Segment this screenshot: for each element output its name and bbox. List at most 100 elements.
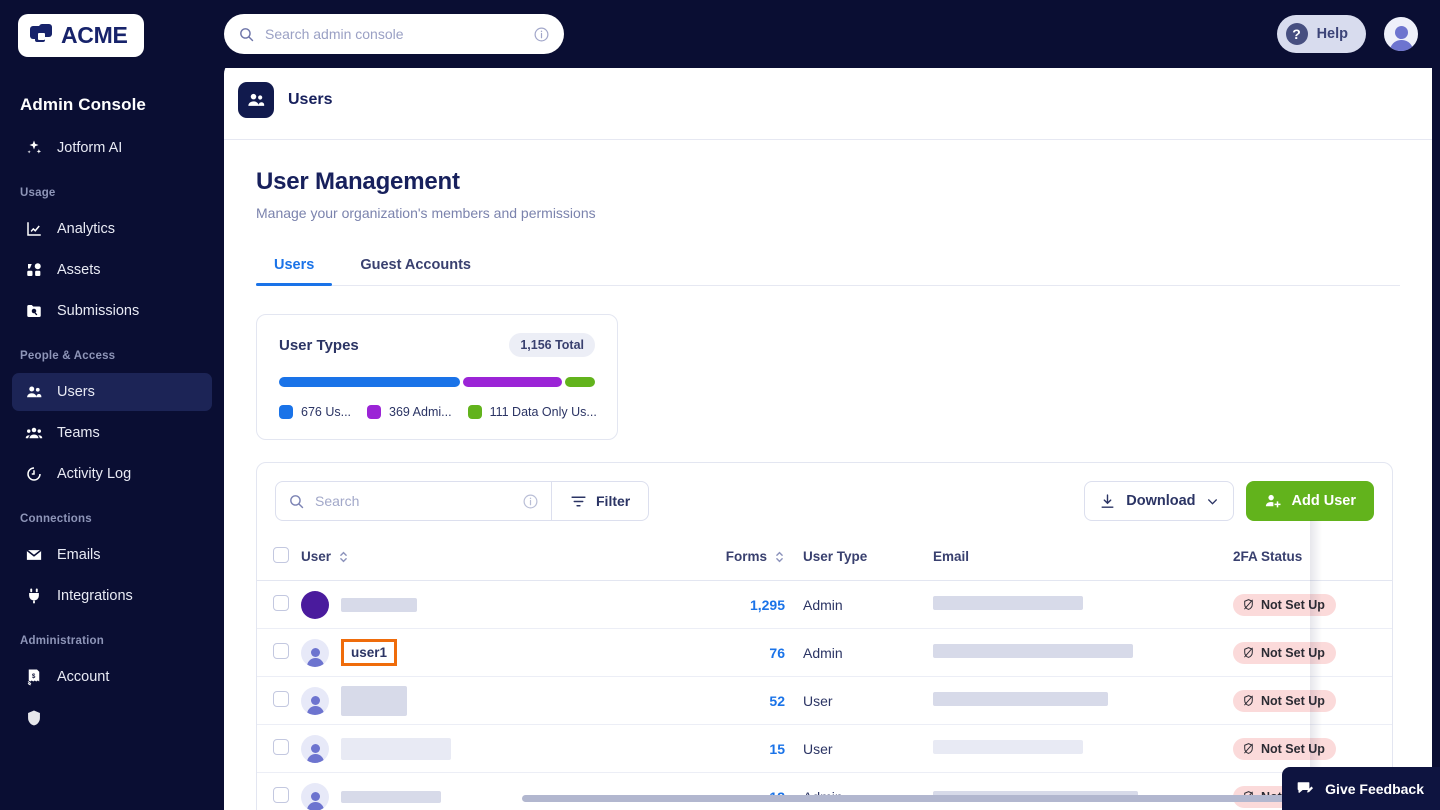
page-header-label: Users: [288, 90, 333, 108]
tab-users[interactable]: Users: [256, 247, 333, 286]
give-feedback-button[interactable]: Give Feedback: [1282, 767, 1440, 810]
grid-blocks-icon: [24, 261, 43, 280]
content: User Management Manage your organization…: [224, 140, 1432, 810]
table-search-input[interactable]: [315, 493, 512, 509]
avatar[interactable]: [1382, 15, 1420, 53]
acme-squares-logo-icon: [30, 23, 54, 48]
forms-count[interactable]: 76: [713, 628, 785, 677]
status-badge: Not Set Up: [1233, 689, 1336, 712]
sidebar-item-submissions[interactable]: Submissions: [12, 292, 212, 330]
brand-name: ACME: [61, 22, 128, 48]
table-row[interactable]: 1,295 Admin Not: [257, 580, 1392, 629]
redacted-email: [933, 644, 1133, 658]
sidebar-item-security-partial[interactable]: [12, 699, 212, 737]
add-user-button[interactable]: Add User: [1245, 481, 1374, 521]
user-type: Admin: [803, 628, 933, 677]
avatar: [301, 638, 329, 667]
user-types-card: User Types 1,156 Total 676 Us... 369 A: [256, 314, 618, 440]
tab-guest-accounts[interactable]: Guest Accounts: [360, 257, 471, 273]
sidebar-item-users[interactable]: Users: [12, 373, 212, 411]
table-row[interactable]: 15 User Not Set: [257, 724, 1392, 773]
svg-text:$: $: [31, 674, 35, 680]
give-feedback-label: Give Feedback: [1325, 780, 1424, 797]
page-subtitle: Manage your organization's members and p…: [256, 205, 596, 221]
sort-icon[interactable]: [338, 550, 349, 564]
sidebar-item-activity-log[interactable]: Activity Log: [12, 455, 212, 493]
global-search[interactable]: [224, 14, 564, 54]
table-toolbar-actions: Download Add User: [1084, 481, 1374, 521]
sidebar-item-label: Account: [57, 669, 110, 685]
row-checkbox[interactable]: [273, 595, 289, 611]
shield-off-icon: [1242, 742, 1255, 755]
sidebar-item-account[interactable]: $ Account: [12, 658, 212, 696]
sidebar-item-integrations[interactable]: Integrations: [12, 577, 212, 615]
sidebar-item-label: Analytics: [57, 221, 116, 237]
row-checkbox[interactable]: [273, 787, 289, 803]
sidebar-item-label: Users: [57, 384, 95, 400]
table-search[interactable]: [276, 482, 551, 520]
search-input[interactable]: [265, 26, 523, 42]
row-select-cell: [257, 628, 301, 677]
sidebar-item-analytics[interactable]: Analytics: [12, 210, 212, 248]
twofa-cell: Not Set Up: [1233, 724, 1392, 773]
info-icon[interactable]: [533, 26, 550, 43]
info-icon[interactable]: [522, 493, 539, 510]
sidebar-item-emails[interactable]: Emails: [12, 536, 212, 574]
legend-item-users: 676 Us...: [279, 405, 351, 419]
email-cell: [933, 676, 1233, 725]
filter-button[interactable]: Filter: [551, 482, 648, 520]
legend-label: 369 Admi...: [389, 405, 452, 419]
sidebar-item-assets[interactable]: Assets: [12, 251, 212, 289]
help-button[interactable]: ? Help: [1276, 15, 1366, 53]
column-user[interactable]: User: [301, 539, 713, 581]
table-row[interactable]: 13 Admin Not Se: [257, 772, 1392, 810]
users-icon: [238, 81, 274, 118]
horizontal-scrollbar[interactable]: [522, 795, 1432, 802]
row-checkbox[interactable]: [273, 691, 289, 707]
user-cell: [301, 724, 713, 773]
sidebar-item-teams[interactable]: Teams: [12, 414, 212, 452]
table-toolbar: Filter Download: [257, 463, 1392, 539]
sort-icon[interactable]: [774, 550, 785, 564]
sidebar-group-usage: Usage: [20, 187, 56, 199]
highlighted-username[interactable]: user1: [341, 639, 398, 666]
forms-count[interactable]: 13: [713, 772, 785, 810]
search-icon: [238, 26, 255, 43]
filter-label: Filter: [596, 493, 631, 509]
envelope-icon: [24, 546, 43, 565]
sidebar-item-jotform-ai[interactable]: Jotform AI: [12, 129, 212, 167]
table-row[interactable]: user1 76 Admin: [257, 628, 1392, 677]
status-label: Not Set Up: [1261, 597, 1325, 612]
user-cell: user1: [301, 628, 713, 677]
acme-logo[interactable]: ACME: [18, 14, 144, 57]
row-checkbox[interactable]: [273, 643, 289, 659]
column-label: Forms: [725, 549, 767, 564]
select-all-checkbox[interactable]: [273, 547, 289, 563]
sidebar-item-label: Jotform AI: [57, 140, 123, 156]
row-select-cell: [257, 580, 301, 629]
legend-swatch-admins: [367, 405, 382, 419]
column-forms[interactable]: Forms: [713, 539, 785, 581]
folder-search-icon: [24, 302, 43, 321]
row-checkbox[interactable]: [273, 739, 289, 755]
forms-count[interactable]: 1,295: [713, 580, 785, 629]
add-user-label: Add User: [1291, 493, 1356, 509]
redacted-email: [933, 740, 1083, 754]
forms-count[interactable]: 15: [713, 724, 785, 773]
redacted-email: [933, 596, 1083, 610]
topbar-actions: ? Help: [1276, 15, 1440, 53]
user-types-stacked-bar: [279, 377, 595, 387]
bar-segment-data-only: [565, 377, 595, 387]
column-user-type: User Type: [803, 539, 933, 581]
shield-off-icon: [1242, 694, 1255, 707]
chevron-down-icon: [1206, 495, 1219, 508]
forms-count[interactable]: 52: [713, 676, 785, 725]
table-row[interactable]: 52 User Not Set: [257, 676, 1392, 725]
twofa-cell: Not Set Up: [1233, 580, 1392, 629]
clock-history-icon: [24, 465, 43, 484]
logo-container[interactable]: ACME: [0, 0, 224, 57]
tab-bar: Users Guest Accounts: [256, 247, 1400, 286]
avatar: [301, 734, 329, 763]
download-button[interactable]: Download: [1084, 481, 1234, 521]
